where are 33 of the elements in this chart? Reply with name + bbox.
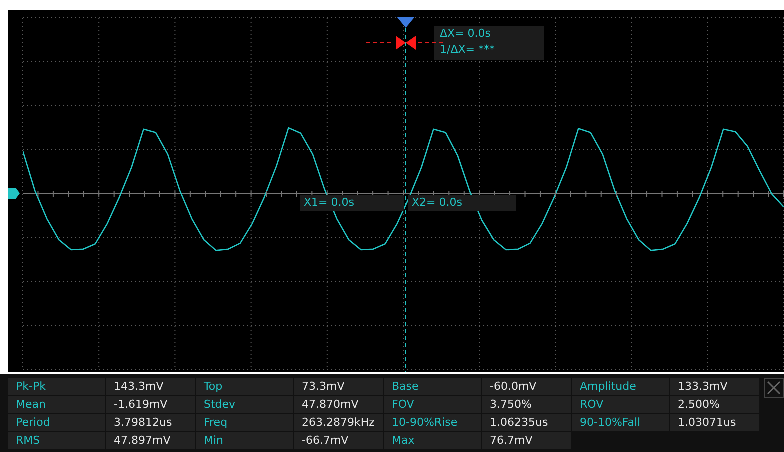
readout-box: X2= 0.0s: [408, 195, 516, 211]
text: -1.619mV: [106, 396, 195, 413]
text: 90-10%Fall: [572, 414, 669, 431]
text: Stdev: [196, 396, 293, 413]
text: 76.7mV: [482, 432, 571, 449]
text: Pk-Pk: [8, 378, 105, 395]
text: ROV: [572, 396, 669, 413]
readout-box: X1= 0.0s: [300, 195, 404, 211]
text: FOV: [384, 396, 481, 413]
text: 1.06235us: [482, 414, 571, 431]
text: RMS: [8, 432, 105, 449]
text: 133.3mV: [670, 378, 759, 395]
text: 73.3mV: [294, 378, 383, 395]
text: 3.79812us: [106, 414, 195, 431]
readout-box: ΔX= 0.0s 1/ΔX= ***: [434, 26, 544, 60]
text: 47.897mV: [106, 432, 195, 449]
text: Freq: [196, 414, 293, 431]
text: 1.03071us: [670, 414, 759, 431]
text: Period: [8, 414, 105, 431]
text: -66.7mV: [294, 432, 383, 449]
text: 263.2879kHz: [294, 414, 383, 431]
text: Mean: [8, 396, 105, 413]
text: Top: [196, 378, 293, 395]
text: Min: [196, 432, 293, 449]
text: 10-90%Rise: [384, 414, 481, 431]
text: 3.750%: [482, 396, 571, 413]
text: Max: [384, 432, 481, 449]
text: Amplitude: [572, 378, 669, 395]
text: 143.3mV: [106, 378, 195, 395]
text: 47.870mV: [294, 396, 383, 413]
text: Base: [384, 378, 481, 395]
text: 2.500%: [670, 396, 759, 413]
text: -60.0mV: [482, 378, 571, 395]
